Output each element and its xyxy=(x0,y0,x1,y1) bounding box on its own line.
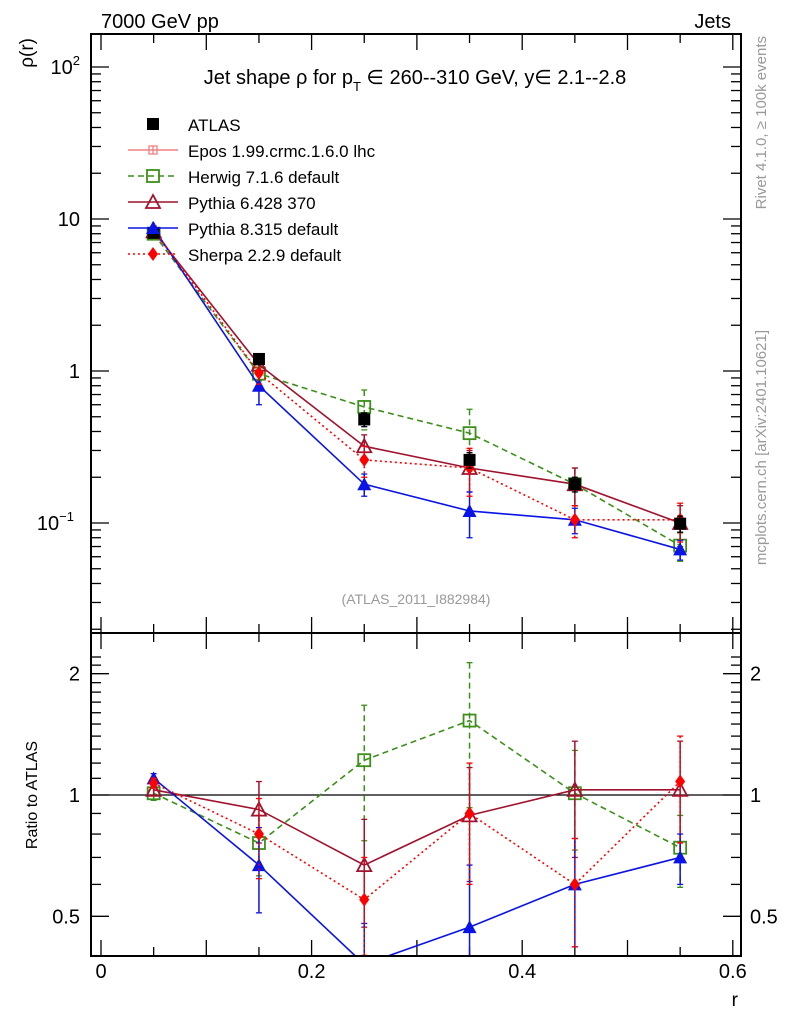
ratio-panel: 0.5 0.5 1 1 2 2 0 0.2 0.4 0.6 Ratio to ATLAS r xyxy=(24,632,778,1011)
title-sub: T xyxy=(353,79,361,94)
main-y-tick-label: 1 xyxy=(69,361,80,383)
data-point xyxy=(464,806,475,821)
main-series xyxy=(145,221,689,562)
x-tick-label: 0 xyxy=(95,961,106,983)
ratio-y-tick-label-right: 2 xyxy=(750,664,761,686)
title-post: ∈ 260--310 GeV, y∈ 2.1--2.8 xyxy=(361,67,626,89)
data-point xyxy=(463,453,476,466)
legend-label: Pythia 6.428 370 xyxy=(188,194,316,213)
series-line xyxy=(153,777,681,955)
data-point xyxy=(358,413,371,426)
main-y-tick-label: 10 xyxy=(58,209,80,231)
series-line xyxy=(153,789,681,866)
ratio-y-tick-label-left: 2 xyxy=(69,664,80,686)
legend-marker xyxy=(146,221,160,234)
legend-marker xyxy=(146,169,160,183)
main-panel: 102 10 1 10−1 ρ(r) Jet shape ρ for pT ∈ 260… xyxy=(17,33,742,634)
x-tick-label: 0.4 xyxy=(508,961,536,983)
data-point xyxy=(462,713,477,728)
main-series-herwig-7-1-6-default xyxy=(146,226,688,562)
data-point xyxy=(673,850,688,864)
main-series-sherpa-2-2-9-default xyxy=(148,222,686,543)
series-line xyxy=(153,229,681,521)
x-tick-label: 0.2 xyxy=(298,961,326,983)
series-line xyxy=(153,719,681,849)
data-point xyxy=(357,753,372,768)
analysis-annotation: (ATLAS_2011_I882984) xyxy=(342,591,491,607)
data-point xyxy=(251,378,266,392)
data-point xyxy=(569,877,580,892)
main-y-tick-label: 10−1 xyxy=(37,509,74,535)
data-point xyxy=(253,827,264,842)
series-line xyxy=(152,227,681,551)
legend: ATLAS Epos 1.99.crmc.1.6.0 lhc Herwig 7.1.… xyxy=(128,116,376,265)
ratio-frame xyxy=(90,632,742,957)
legend-label: ATLAS xyxy=(188,116,241,135)
x-tick-label: 0.6 xyxy=(719,961,747,983)
title-pre: Jet shape ρ for p xyxy=(204,67,353,89)
data-point xyxy=(671,780,689,797)
data-point xyxy=(569,512,580,527)
ratio-y-tick-label-left: 1 xyxy=(69,785,80,807)
data-point xyxy=(252,352,265,365)
legend-item: Epos 1.99.crmc.1.6.0 lhc xyxy=(128,142,376,161)
data-point xyxy=(357,400,372,414)
mcplots-label: mcplots.cern.ch [arXiv:2401.10621] xyxy=(753,330,770,565)
legend-label: Herwig 7.1.6 default xyxy=(188,168,339,187)
main-series-pythia-8-315-default xyxy=(146,221,688,561)
header-right: Jets xyxy=(694,11,731,33)
ratio-y-tick-label-right: 1 xyxy=(750,785,761,807)
ratio-y-tick-label-right: 0.5 xyxy=(750,906,778,928)
legend-item: ATLAS xyxy=(147,116,241,135)
x-axis-label: r xyxy=(732,990,739,1011)
main-y-axis-label: ρ(r) xyxy=(17,38,38,68)
main-title: Jet shape ρ for pT ∈ 260--310 GeV, y∈ 2.… xyxy=(204,67,627,94)
main-y-tick-labels: 102 10 1 10−1 xyxy=(37,53,80,535)
legend-item: Herwig 7.1.6 default xyxy=(128,168,339,187)
ratio-series xyxy=(145,662,689,970)
legend-item: Pythia 8.315 default xyxy=(128,220,339,239)
data-point xyxy=(357,957,371,970)
data-point xyxy=(462,920,477,934)
legend-marker xyxy=(148,247,158,261)
data-point xyxy=(357,477,372,491)
data-point xyxy=(148,776,159,791)
data-point xyxy=(355,856,373,872)
main-ticks xyxy=(91,34,741,633)
legend-item: Sherpa 2.2.9 default xyxy=(128,246,341,265)
data-point xyxy=(462,503,477,517)
data-point xyxy=(253,366,264,381)
legend-item: Pythia 6.428 370 xyxy=(128,193,316,213)
ratio-y-tick-label-left: 0.5 xyxy=(52,906,80,928)
data-point xyxy=(250,800,268,817)
data-point xyxy=(145,780,163,797)
ratio-series-herwig-7-1-6-default xyxy=(146,662,688,888)
header-left: 7000 GeV pp xyxy=(101,11,219,33)
data-point xyxy=(462,426,477,441)
rivet-label: Rivet 4.1.0, ≥ 100k events xyxy=(753,36,770,209)
series-line xyxy=(153,233,681,547)
ratio-tick-labels: 0.5 0.5 1 1 2 2 0 0.2 0.4 0.6 xyxy=(52,664,778,983)
legend-marker xyxy=(147,118,159,130)
legend-marker xyxy=(144,193,162,209)
ratio-y-axis-label: Ratio to ATLAS xyxy=(24,741,41,849)
data-point xyxy=(359,892,370,907)
data-point xyxy=(674,517,687,530)
series-line xyxy=(153,230,681,524)
data-point xyxy=(675,774,686,789)
data-point xyxy=(566,780,584,797)
data-point xyxy=(673,542,688,556)
data-point xyxy=(359,452,370,467)
legend-label: Epos 1.99.crmc.1.6.0 lhc xyxy=(188,142,376,161)
ratio-series-sherpa-2-2-9-default xyxy=(148,735,686,955)
main-y-tick-label: 102 xyxy=(51,53,80,79)
legend-label: Pythia 8.315 default xyxy=(188,220,339,239)
legend-label: Sherpa 2.2.9 default xyxy=(188,246,341,265)
data-point xyxy=(568,478,581,491)
main-series-atlas xyxy=(147,226,687,533)
ratio-series-pythia-6-428-370 xyxy=(145,740,689,928)
